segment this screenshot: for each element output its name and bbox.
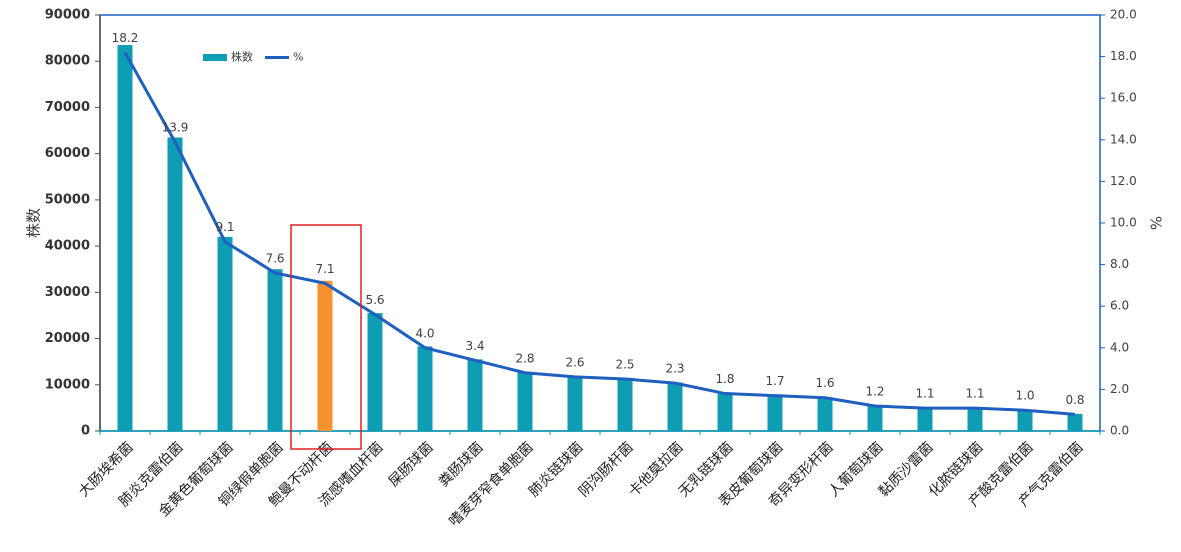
- y-tick-label: 30000: [45, 285, 90, 300]
- bar: [317, 280, 333, 431]
- legend-label: 株数: [231, 50, 253, 64]
- data-label: 13.9: [162, 120, 189, 134]
- bar: [1067, 413, 1083, 431]
- bar: [917, 407, 933, 431]
- x-tick-label: 屎肠球菌: [386, 439, 437, 490]
- bar: [617, 377, 633, 431]
- legend-label: %: [293, 51, 303, 64]
- data-label: 1.8: [715, 372, 734, 386]
- data-label: 5.6: [365, 293, 384, 307]
- data-label: 2.6: [565, 355, 584, 369]
- y2-tick-label: 8.0: [1110, 257, 1129, 271]
- legend-swatch: [203, 54, 227, 61]
- data-label: 1.1: [965, 387, 984, 401]
- y-tick-label: 70000: [45, 100, 90, 115]
- y-tick-label: 80000: [45, 54, 90, 69]
- bar: [367, 313, 383, 431]
- highlight-box: [290, 224, 362, 450]
- bar: [267, 269, 283, 431]
- y2-tick-label: 14.0: [1110, 132, 1137, 146]
- bar: [567, 376, 583, 431]
- y2-tick-label: 2.0: [1110, 382, 1129, 396]
- data-label: 18.2: [112, 31, 139, 45]
- bar: [167, 137, 183, 431]
- plot-frame: [99, 14, 1101, 432]
- y-tick-label: 10000: [45, 377, 90, 392]
- y-tick-label: 50000: [45, 192, 90, 207]
- y-tick-label: 60000: [45, 146, 90, 161]
- y2-tick-label: 18.0: [1110, 49, 1137, 63]
- data-label: 2.8: [515, 351, 534, 365]
- y2-tick-label: 20.0: [1110, 8, 1137, 22]
- bar: [1017, 410, 1033, 431]
- data-label: 1.0: [1015, 389, 1034, 403]
- bar: [517, 371, 533, 431]
- data-label: 4.0: [415, 326, 434, 340]
- y-tick-label: 0: [81, 424, 90, 439]
- bar: [767, 394, 783, 431]
- x-tick-label: 嗜麦芽窄食单胞菌: [445, 439, 536, 530]
- bar: [967, 407, 983, 431]
- y2-tick-label: 12.0: [1110, 174, 1137, 188]
- bar: [417, 346, 433, 431]
- data-label: 7.6: [265, 251, 284, 265]
- line: [123, 51, 1076, 416]
- data-label: 1.6: [815, 376, 834, 390]
- y2-tick-label: 10.0: [1110, 216, 1137, 230]
- data-label: 1.1: [915, 387, 934, 401]
- y-axis-label: 株数: [25, 208, 43, 238]
- bar: [817, 397, 833, 431]
- y2-tick-label: 4.0: [1110, 340, 1129, 354]
- y-tick-label: 40000: [45, 239, 90, 254]
- data-label: 1.7: [765, 374, 784, 388]
- bar: [717, 393, 733, 431]
- y-tick-label: 90000: [45, 8, 90, 23]
- data-label: 7.1: [315, 262, 334, 276]
- bar: [867, 405, 883, 431]
- data-label: 9.1: [215, 220, 234, 234]
- data-label: 3.4: [465, 339, 484, 353]
- y2-tick-label: 0.0: [1110, 424, 1129, 438]
- y2-axis-label: %: [1147, 216, 1165, 230]
- y2-tick-label: 6.0: [1110, 299, 1129, 313]
- data-label: 2.3: [665, 362, 684, 376]
- x-tick-label: 粪肠球菌: [436, 439, 487, 490]
- data-label: 2.5: [615, 358, 634, 372]
- bar: [467, 359, 483, 431]
- y2-tick-label: 16.0: [1110, 91, 1137, 105]
- data-label: 0.8: [1065, 393, 1084, 407]
- data-label: 1.2: [865, 385, 884, 399]
- bar: [667, 382, 683, 431]
- bar: [117, 45, 133, 432]
- y-tick-label: 20000: [45, 331, 90, 346]
- bar: [217, 236, 233, 431]
